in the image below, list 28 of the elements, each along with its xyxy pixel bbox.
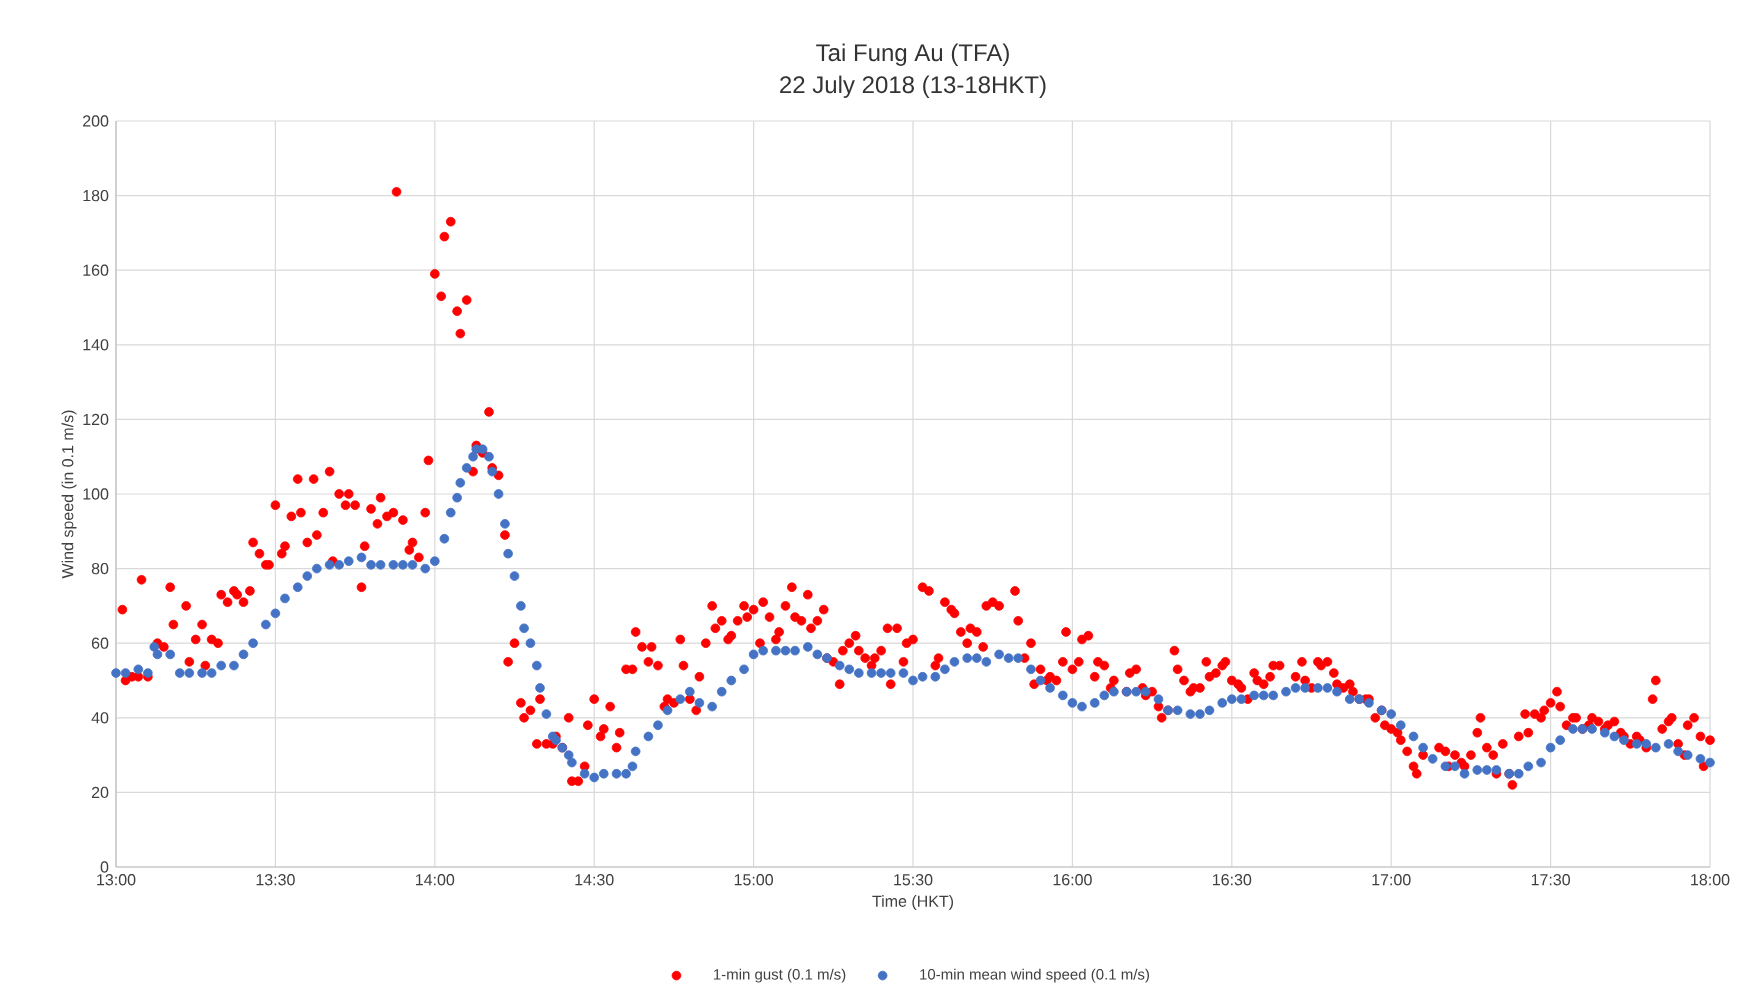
y-tick-label: 160 bbox=[83, 264, 109, 276]
y-tick-label: 20 bbox=[91, 786, 109, 799]
y-tick-label: 200 bbox=[83, 115, 109, 127]
y-tick-label: 100 bbox=[83, 488, 109, 500]
x-tick-label: 16:30 bbox=[1213, 874, 1252, 886]
y-tick-label: 180 bbox=[83, 189, 109, 202]
x-tick-label: 14:30 bbox=[575, 874, 614, 886]
y-tick-label: 120 bbox=[83, 413, 109, 426]
x-tick-label: 15:00 bbox=[734, 874, 773, 886]
x-tick-label: 15:30 bbox=[894, 874, 933, 886]
x-tick-label: 17:00 bbox=[1372, 874, 1411, 886]
legend-label: 1-min gust (0.1 m/s) bbox=[713, 968, 846, 983]
y-tick-label: 40 bbox=[91, 712, 109, 724]
x-tick-label: 13:00 bbox=[97, 874, 136, 886]
chart-title: Tai Fung Au (TFA) bbox=[816, 43, 1009, 66]
x-tick-label: 14:00 bbox=[416, 874, 455, 886]
x-axis-title: Time (HKT) bbox=[872, 895, 954, 911]
chart-subtitle: 22 July 2018 (13-18HKT) bbox=[780, 75, 1046, 98]
y-tick-label: 80 bbox=[91, 562, 109, 575]
x-tick-label: 16:00 bbox=[1053, 874, 1092, 886]
y-tick-label: 140 bbox=[83, 339, 109, 351]
y-axis-title: Wind speed (in 0.1 m/s) bbox=[61, 410, 77, 579]
x-tick-label: 18:00 bbox=[1691, 874, 1730, 886]
y-tick-label: 0 bbox=[100, 861, 109, 873]
x-tick-label: 17:30 bbox=[1531, 874, 1571, 886]
legend-label: 10-min mean wind speed (0.1 m/s) bbox=[920, 968, 1149, 983]
y-tick-label: 60 bbox=[91, 637, 109, 649]
x-tick-label: 13:30 bbox=[256, 874, 295, 886]
